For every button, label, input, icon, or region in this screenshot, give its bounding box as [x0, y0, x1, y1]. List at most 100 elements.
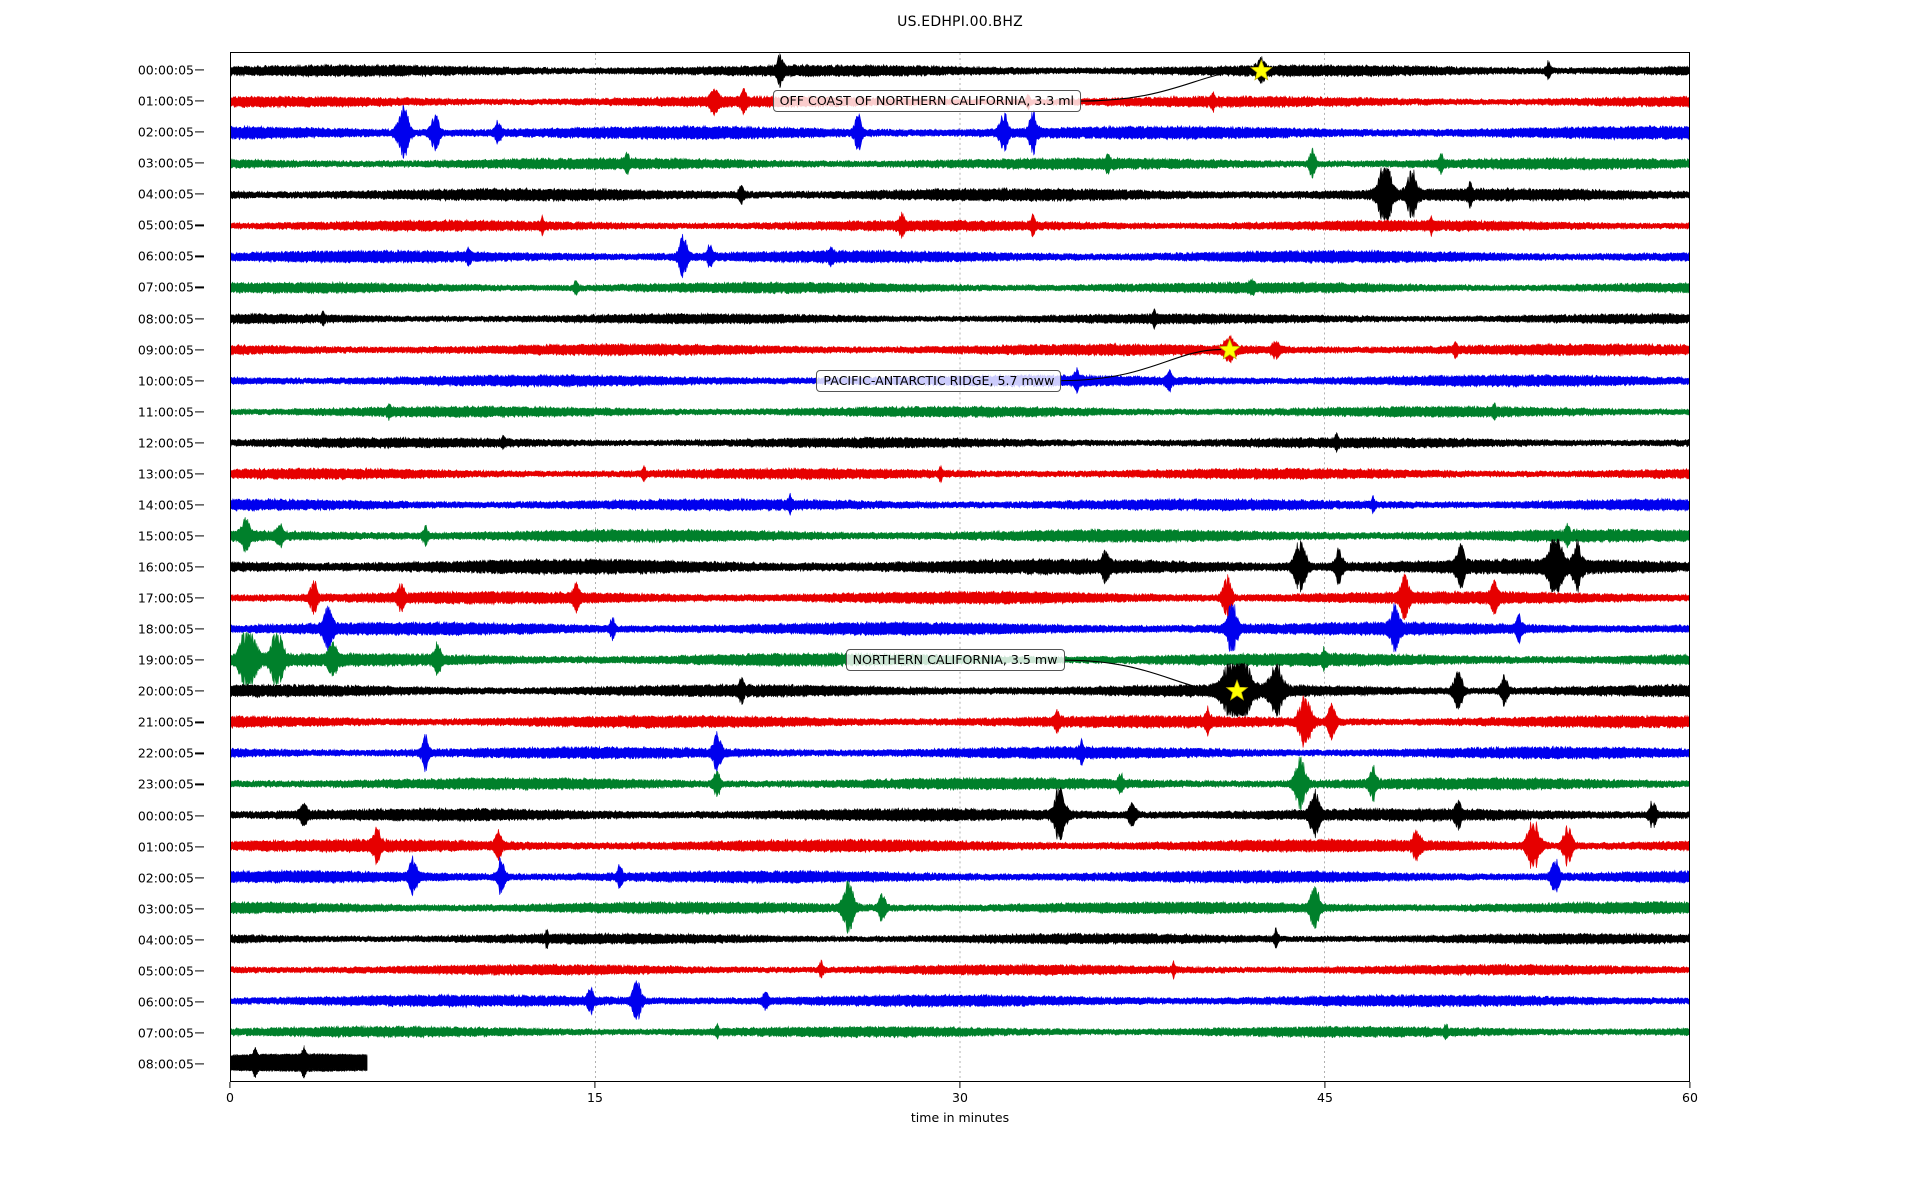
y-tick-label: 05:00:05 [137, 217, 194, 233]
y-tick-mark [195, 721, 204, 723]
trace-29 [231, 959, 1689, 980]
trace-13 [231, 464, 1689, 484]
x-tick-mark [594, 1082, 596, 1088]
y-tick-label: 20:00:05 [137, 683, 194, 699]
y-tick-label: 17:00:05 [137, 590, 194, 606]
y-tick-mark [195, 970, 204, 972]
trace-28 [231, 927, 1689, 950]
y-tick-mark [195, 504, 204, 506]
trace-4 [231, 167, 1689, 222]
trace-3 [231, 147, 1689, 179]
y-tick-label: 13:00:05 [137, 466, 194, 482]
y-tick-label: 09:00:05 [137, 342, 194, 358]
y-tick-mark [195, 69, 204, 71]
event-annotation-label: PACIFIC-ANTARCTIC RIDGE, 5.7 mww [816, 369, 1062, 392]
trace-15 [231, 517, 1689, 553]
y-tick-label: 04:00:05 [137, 186, 194, 202]
y-tick-mark [195, 348, 204, 351]
y-tick-mark [195, 939, 204, 941]
trace-24 [231, 786, 1689, 841]
trace-9 [231, 334, 1689, 364]
trace-20 [231, 662, 1689, 718]
event-annotation-label: OFF COAST OF NORTHERN CALIFORNIA, 3.3 ml [772, 90, 1082, 113]
y-tick-mark [195, 597, 204, 599]
trace-11 [231, 402, 1689, 421]
y-tick-mark [195, 814, 204, 817]
trace-27 [231, 880, 1689, 934]
trace-30 [231, 980, 1689, 1020]
y-tick-label: 10:00:05 [137, 373, 194, 389]
y-tick-mark [195, 535, 204, 537]
y-tick-mark [195, 877, 204, 879]
trace-26 [231, 855, 1689, 897]
y-tick-mark [195, 442, 204, 444]
y-tick-label: 07:00:05 [137, 1025, 194, 1041]
y-tick-label: 08:00:05 [137, 311, 194, 326]
y-tick-mark [195, 566, 204, 568]
y-tick-mark [195, 1063, 204, 1065]
y-tick-mark [195, 473, 204, 475]
x-tick-label: 0 [226, 1090, 234, 1105]
trace-8 [231, 308, 1689, 331]
y-tick-mark [195, 1001, 204, 1003]
y-tick-label: 07:00:05 [137, 279, 194, 295]
y-tick-mark [195, 752, 204, 754]
trace-12 [231, 431, 1689, 454]
y-tick-label: 06:00:05 [137, 994, 194, 1010]
y-tick-label: 11:00:05 [137, 404, 194, 420]
trace-21 [231, 695, 1689, 748]
y-tick-label: 00:00:05 [137, 808, 194, 823]
y-tick-label: 02:00:05 [137, 124, 194, 140]
y-tick-mark [195, 193, 204, 195]
trace-23 [231, 756, 1689, 811]
trace-31 [231, 1022, 1689, 1041]
y-tick-label: 12:00:05 [137, 435, 194, 451]
trace-32 [231, 1045, 368, 1079]
event-star-markers [1218, 58, 1273, 701]
y-tick-mark [195, 411, 204, 413]
event-star-icon [1218, 338, 1242, 360]
trace-25 [231, 821, 1689, 869]
x-tick-label: 60 [1682, 1090, 1698, 1105]
y-tick-mark [195, 317, 204, 320]
trace-5 [231, 211, 1689, 239]
page-title: US.EDHPI.00.BHZ [897, 14, 1023, 30]
y-tick-label: 16:00:05 [137, 559, 194, 575]
trace-0 [231, 53, 1689, 89]
plot-axes-area [230, 52, 1690, 1082]
y-tick-label: 18:00:05 [137, 621, 194, 637]
event-star-icon [1225, 679, 1249, 701]
y-axis-tick-labels: 00:00:05 01:00:05 02:00:05 03:00:05 04:00:05… [0, 0, 230, 1200]
y-tick-mark [195, 162, 204, 164]
trace-6 [231, 233, 1689, 279]
y-tick-label: 22:00:05 [137, 745, 194, 761]
y-tick-label: 06:00:05 [137, 248, 194, 264]
x-tick-label: 45 [1317, 1090, 1333, 1105]
x-axis-title: time in minutes [910, 1110, 1010, 1125]
y-tick-label: 01:00:05 [137, 93, 194, 109]
y-tick-label: 03:00:05 [137, 155, 194, 171]
y-tick-label: 04:00:05 [137, 932, 194, 948]
x-tick-mark [1689, 1082, 1691, 1088]
x-tick-mark [1324, 1082, 1326, 1088]
x-tick-mark [229, 1082, 231, 1088]
y-tick-mark [195, 628, 204, 630]
y-tick-label: 15:00:05 [137, 528, 194, 544]
y-tick-label: 19:00:05 [137, 652, 194, 668]
y-tick-mark [195, 659, 204, 661]
y-tick-label: 01:00:05 [137, 839, 194, 855]
y-tick-label: 08:00:05 [137, 1056, 194, 1072]
trace-14 [231, 492, 1689, 516]
y-tick-label: 05:00:05 [137, 963, 194, 979]
y-tick-label: 21:00:05 [137, 714, 194, 730]
y-tick-label: 00:00:05 [137, 62, 194, 78]
y-tick-mark [195, 286, 204, 289]
y-tick-mark [195, 1032, 204, 1034]
x-tick-mark [959, 1082, 961, 1088]
x-tick-label: 30 [952, 1090, 968, 1105]
trace-18 [231, 603, 1689, 653]
trace-17 [231, 573, 1689, 620]
y-tick-mark [195, 380, 204, 382]
trace-7 [231, 277, 1689, 297]
